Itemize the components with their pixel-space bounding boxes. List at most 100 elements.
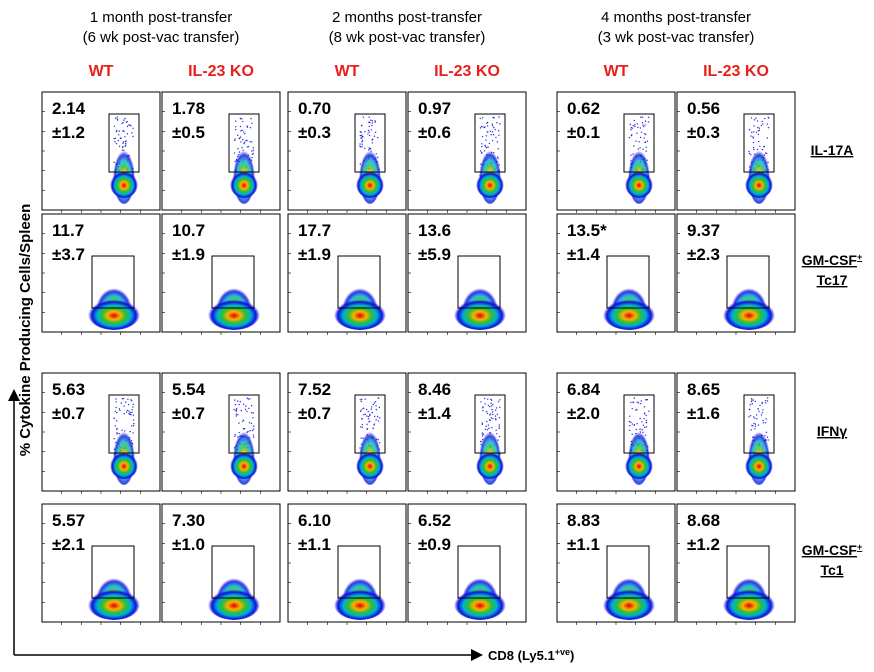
- event-dot: [643, 417, 645, 420]
- event-dot: [481, 422, 484, 424]
- event-dot: [759, 145, 761, 147]
- event-dot: [491, 140, 494, 142]
- event-dot: [635, 140, 637, 142]
- event-dot: [132, 127, 134, 130]
- event-dot: [123, 119, 125, 121]
- percent-value: 10.7: [172, 221, 205, 240]
- gate: [211, 255, 255, 309]
- event-dot: [240, 141, 242, 143]
- event-dot: [496, 433, 498, 435]
- event-dot: [758, 129, 761, 132]
- event-dot: [640, 400, 642, 402]
- event-dot: [248, 407, 250, 410]
- gate: [623, 113, 655, 173]
- gate: [211, 545, 255, 599]
- event-dot: [248, 421, 251, 424]
- event-dot: [369, 121, 371, 124]
- event-dot: [236, 400, 239, 402]
- event-dot: [116, 411, 118, 414]
- percent-sd: ±0.5: [172, 123, 205, 142]
- row-label-line2: Tc17: [817, 272, 848, 288]
- percent-value: 8.68: [687, 511, 720, 530]
- event-dot: [764, 422, 767, 424]
- event-dot: [368, 116, 370, 118]
- event-dot: [130, 414, 132, 416]
- event-dot: [118, 408, 121, 410]
- event-dot: [645, 426, 648, 428]
- event-dot: [251, 141, 253, 143]
- event-dot: [629, 123, 632, 126]
- event-dot: [369, 413, 371, 415]
- event-dot: [484, 428, 487, 431]
- event-dot: [235, 128, 237, 131]
- event-dot: [748, 129, 751, 131]
- event-dot: [766, 400, 769, 402]
- event-dot: [129, 411, 132, 414]
- event-dot: [125, 144, 127, 146]
- event-dot: [482, 409, 484, 412]
- event-dot: [761, 401, 764, 404]
- event-dot: [498, 116, 500, 118]
- event-dot: [235, 415, 237, 417]
- event-dot: [635, 409, 637, 411]
- event-dot: [490, 417, 493, 419]
- event-dot: [253, 436, 255, 438]
- event-dot: [640, 402, 642, 405]
- event-dot: [636, 408, 638, 411]
- event-dot: [768, 117, 770, 119]
- event-dot: [242, 138, 244, 141]
- density-blob: [476, 170, 504, 198]
- event-dot: [647, 116, 650, 119]
- panel-frame: [287, 91, 407, 211]
- event-dot: [119, 409, 121, 412]
- event-dot: [239, 117, 242, 120]
- percent-value: 5.54: [172, 380, 206, 399]
- event-dot: [252, 417, 254, 419]
- event-dot: [238, 403, 240, 406]
- event-dot: [632, 125, 635, 127]
- event-dot: [480, 125, 483, 128]
- percent-value: 5.57: [52, 511, 85, 530]
- event-dot: [239, 136, 242, 138]
- flow-panel: 0.56 ±0.3: [676, 91, 796, 213]
- event-dot: [362, 407, 365, 409]
- percent-sd: ±5.9: [418, 245, 451, 264]
- event-dot: [113, 137, 115, 140]
- event-dot: [233, 408, 235, 411]
- event-dot: [636, 422, 638, 425]
- percent-sd: ±0.6: [418, 123, 451, 142]
- event-dot: [762, 419, 764, 422]
- flow-panel: 8.46 ±1.4: [407, 372, 527, 494]
- percent-sd: ±0.7: [52, 404, 85, 423]
- event-dot: [365, 408, 368, 411]
- event-dot: [632, 401, 635, 403]
- event-dot: [131, 400, 133, 402]
- event-dot: [633, 119, 635, 122]
- event-dot: [234, 403, 237, 406]
- event-dot: [361, 135, 363, 138]
- event-dot: [644, 133, 646, 135]
- event-dot: [645, 414, 647, 417]
- flow-panel: 0.97 ±0.6: [407, 91, 527, 213]
- event-dot: [760, 414, 763, 416]
- column-header: IL-23 KO: [188, 63, 254, 80]
- panel-frame: [287, 372, 407, 492]
- event-dot: [375, 405, 377, 407]
- event-dot: [246, 410, 248, 413]
- event-dot: [647, 121, 650, 123]
- event-dot: [481, 145, 483, 148]
- x-label-sup: +ve: [555, 647, 570, 657]
- event-dot: [115, 401, 117, 403]
- gate: [228, 113, 260, 173]
- event-dot: [371, 411, 374, 414]
- event-dot: [252, 434, 255, 436]
- event-dot: [757, 424, 760, 426]
- event-dot: [369, 414, 371, 417]
- event-dot: [645, 146, 647, 149]
- percent-sd: ±0.3: [298, 123, 331, 142]
- event-dot: [367, 133, 369, 135]
- event-dot: [126, 133, 129, 135]
- percent-sd: ±3.7: [52, 245, 85, 264]
- event-dot: [753, 148, 755, 151]
- gate: [457, 545, 501, 599]
